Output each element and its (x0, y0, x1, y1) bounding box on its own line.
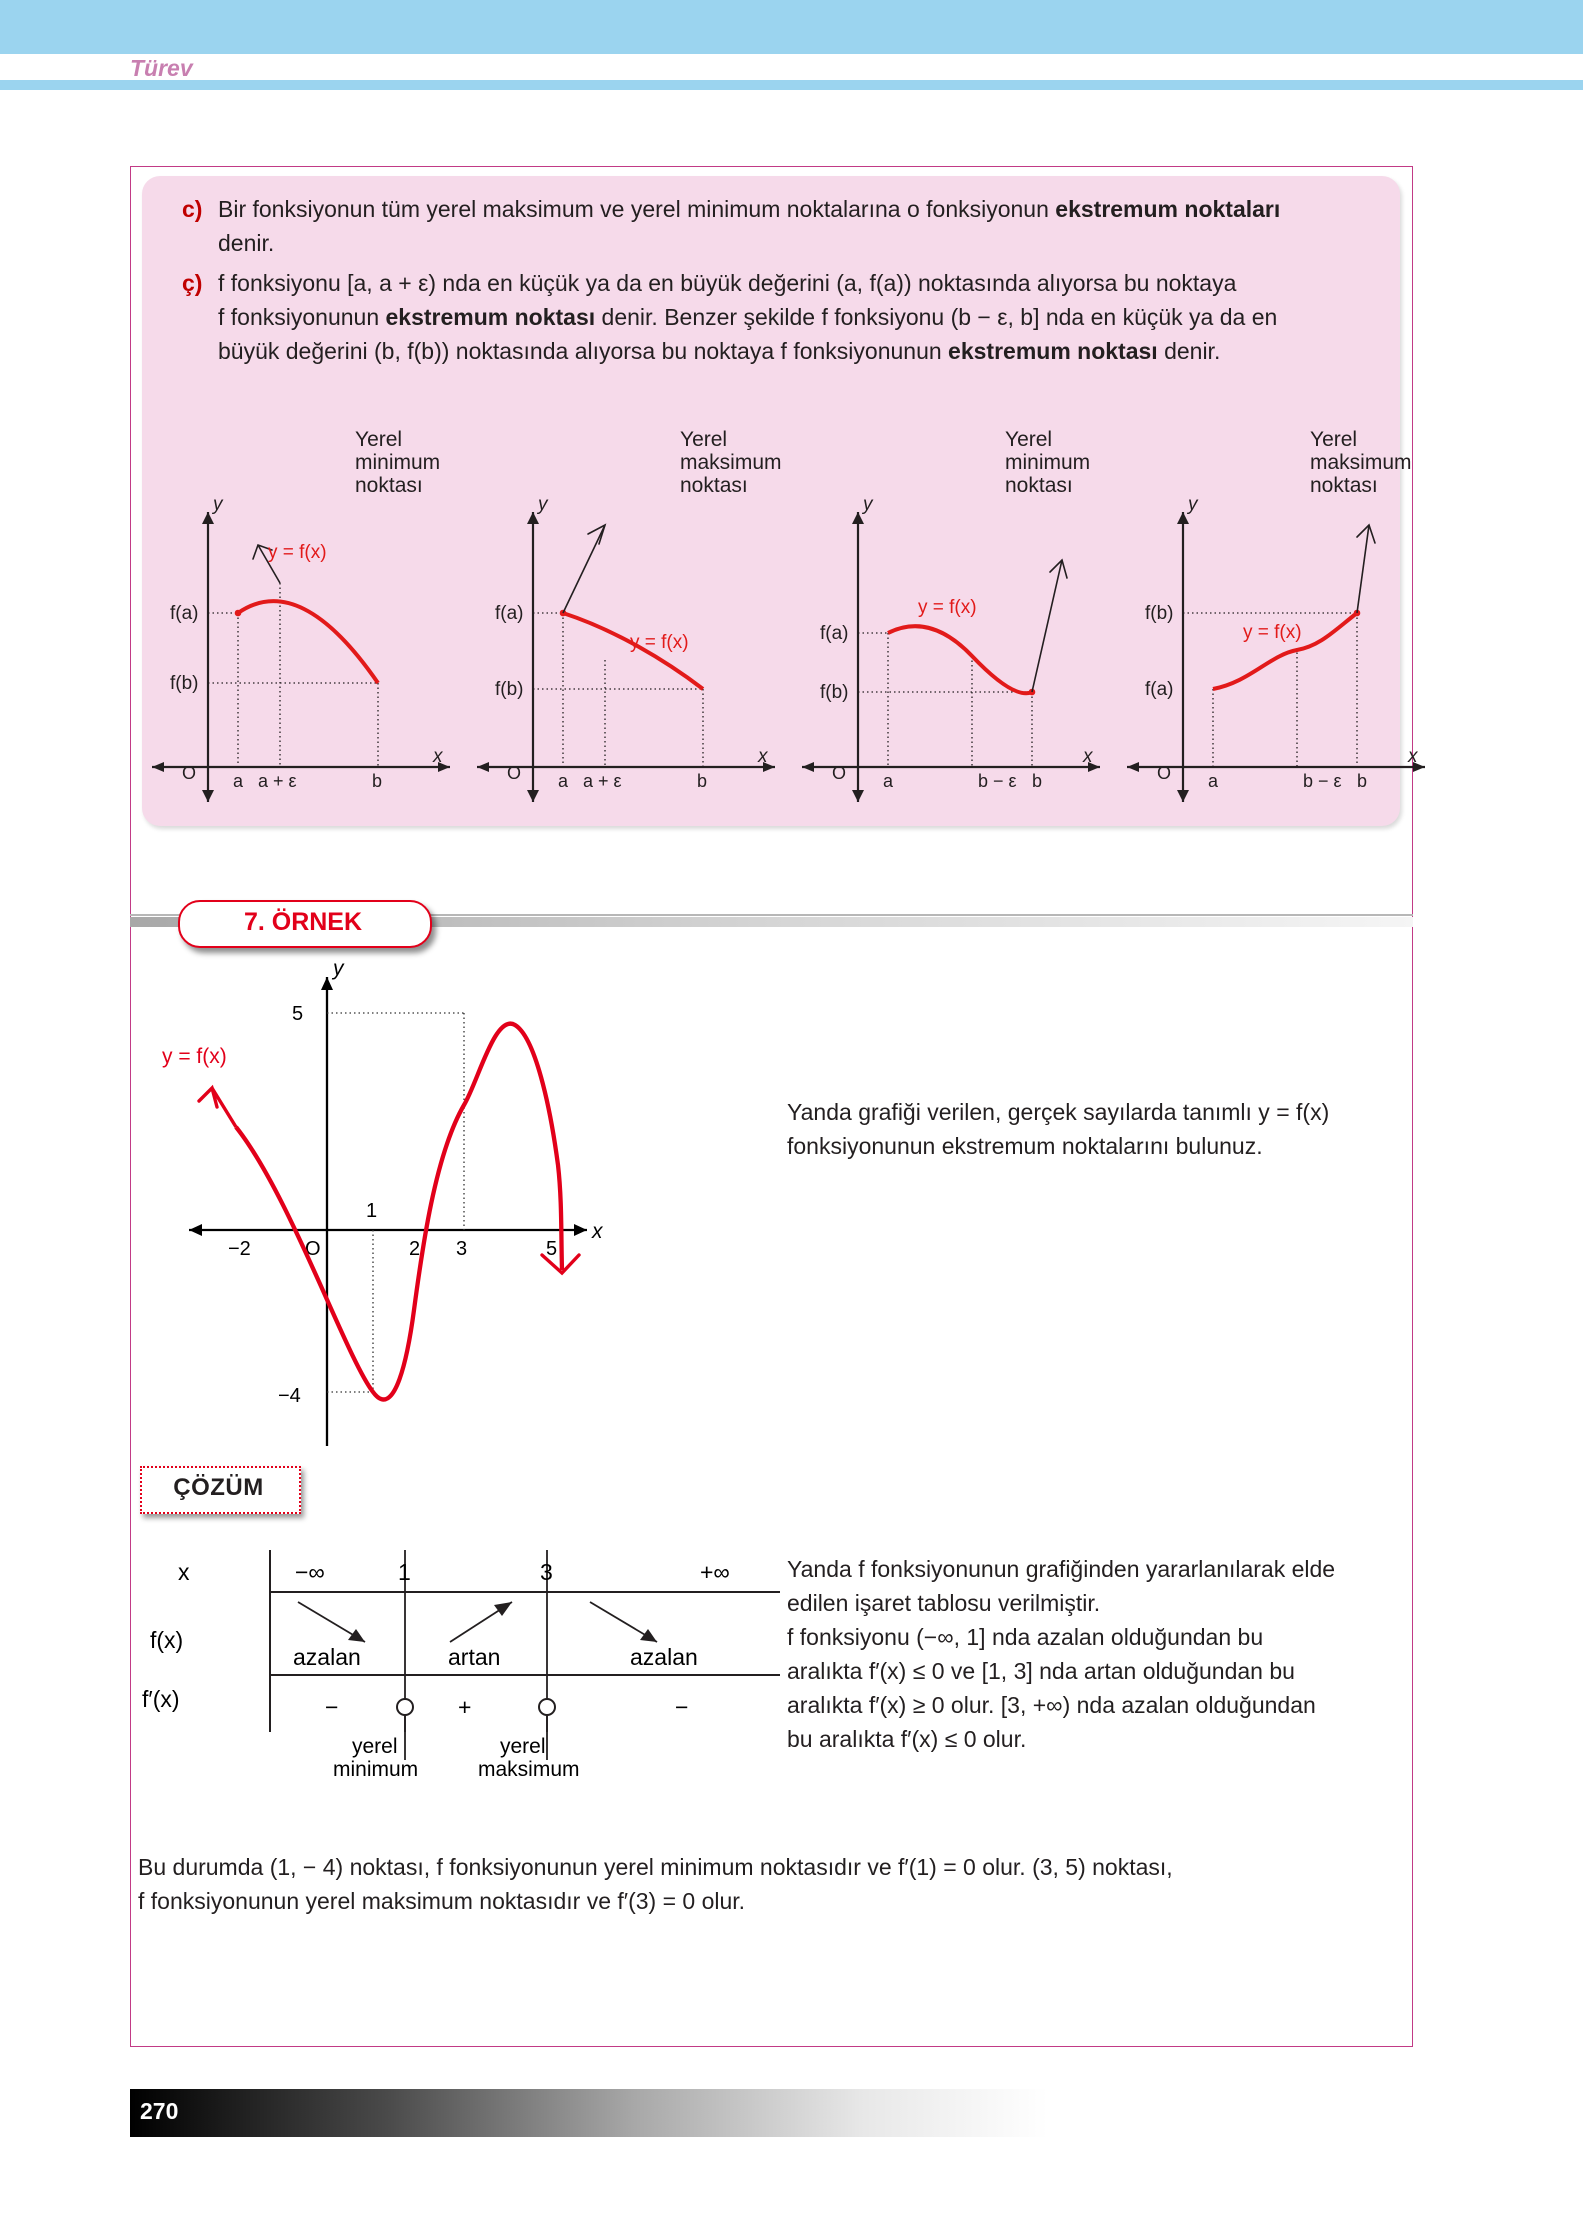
svg-text:O: O (832, 763, 846, 783)
svg-text:−∞: −∞ (295, 1559, 325, 1585)
svg-text:2: 2 (409, 1238, 420, 1260)
svg-text:a + ε: a + ε (258, 771, 297, 791)
svg-text:Yerel: Yerel (680, 430, 727, 451)
svg-text:5: 5 (546, 1238, 557, 1260)
svg-text:f(a): f(a) (495, 603, 524, 624)
svg-text:Yerel: Yerel (1310, 430, 1357, 451)
svg-text:f(x): f(x) (150, 1627, 183, 1653)
svg-text:y = f(x): y = f(x) (630, 632, 689, 653)
svg-text:minimum: minimum (355, 451, 440, 474)
svg-text:y = f(x): y = f(x) (1243, 622, 1302, 643)
svg-text:b − ε: b − ε (1303, 771, 1342, 791)
svg-text:5: 5 (292, 1003, 303, 1025)
svg-text:b: b (1357, 771, 1367, 791)
svg-text:a: a (883, 771, 894, 791)
svg-text:b: b (372, 771, 382, 791)
svg-text:yerel: yerel (500, 1735, 546, 1758)
svg-text:Yerel: Yerel (1005, 430, 1052, 451)
svg-text:artan: artan (448, 1644, 500, 1670)
svg-text:f(b): f(b) (1145, 603, 1174, 624)
svg-text:minimum: minimum (1005, 451, 1090, 474)
svg-text:f(a): f(a) (170, 603, 199, 624)
svg-text:x: x (432, 746, 444, 767)
svg-text:+∞: +∞ (700, 1559, 730, 1585)
svg-text:x: x (591, 1220, 604, 1243)
svg-text:azalan: azalan (630, 1644, 698, 1670)
svg-text:a: a (1208, 771, 1219, 791)
svg-text:y = f(x): y = f(x) (918, 597, 977, 618)
svg-text:x: x (757, 746, 769, 767)
svg-text:3: 3 (456, 1238, 467, 1260)
svg-text:a: a (233, 771, 244, 791)
svg-text:y: y (536, 494, 549, 515)
svg-text:maksimum: maksimum (1310, 451, 1412, 474)
svg-text:a: a (558, 771, 569, 791)
svg-text:f(b): f(b) (170, 673, 199, 694)
svg-text:−4: −4 (278, 1385, 301, 1407)
svg-text:x: x (1407, 746, 1419, 767)
svg-text:a + ε: a + ε (583, 771, 622, 791)
svg-text:b − ε: b − ε (978, 771, 1017, 791)
svg-text:f(a): f(a) (820, 623, 849, 644)
svg-text:noktası: noktası (355, 474, 423, 497)
svg-text:f(b): f(b) (820, 682, 849, 703)
svg-text:O: O (182, 763, 196, 783)
svg-text:f′(x): f′(x) (142, 1686, 180, 1712)
svg-text:y = f(x): y = f(x) (268, 542, 327, 563)
svg-text:3: 3 (540, 1559, 553, 1585)
svg-text:1: 1 (398, 1559, 411, 1585)
svg-text:−: − (325, 1694, 338, 1720)
svg-text:y: y (1186, 494, 1199, 515)
svg-text:noktası: noktası (1005, 474, 1073, 497)
svg-text:O: O (1157, 763, 1171, 783)
svg-text:x: x (1082, 746, 1094, 767)
svg-text:1: 1 (366, 1200, 377, 1222)
svg-text:Yerel: Yerel (355, 430, 402, 451)
svg-text:noktası: noktası (680, 474, 748, 497)
svg-text:minimum: minimum (333, 1758, 418, 1780)
svg-text:y: y (331, 957, 345, 980)
svg-text:maksimum: maksimum (680, 451, 782, 474)
svg-text:noktası: noktası (1310, 474, 1378, 497)
svg-text:b: b (1032, 771, 1042, 791)
svg-text:b: b (697, 771, 707, 791)
svg-text:yerel: yerel (352, 1735, 398, 1758)
svg-text:f(b): f(b) (495, 679, 524, 700)
svg-text:y: y (861, 494, 874, 515)
svg-text:y: y (211, 494, 224, 515)
svg-text:O: O (507, 763, 521, 783)
svg-text:maksimum: maksimum (478, 1758, 580, 1780)
svg-text:+: + (458, 1694, 471, 1720)
svg-text:x: x (178, 1559, 190, 1585)
svg-text:−: − (675, 1694, 688, 1720)
svg-text:azalan: azalan (293, 1644, 361, 1670)
svg-text:y = f(x): y = f(x) (162, 1045, 227, 1068)
svg-text:f(a): f(a) (1145, 679, 1174, 700)
svg-text:−2: −2 (228, 1238, 251, 1260)
